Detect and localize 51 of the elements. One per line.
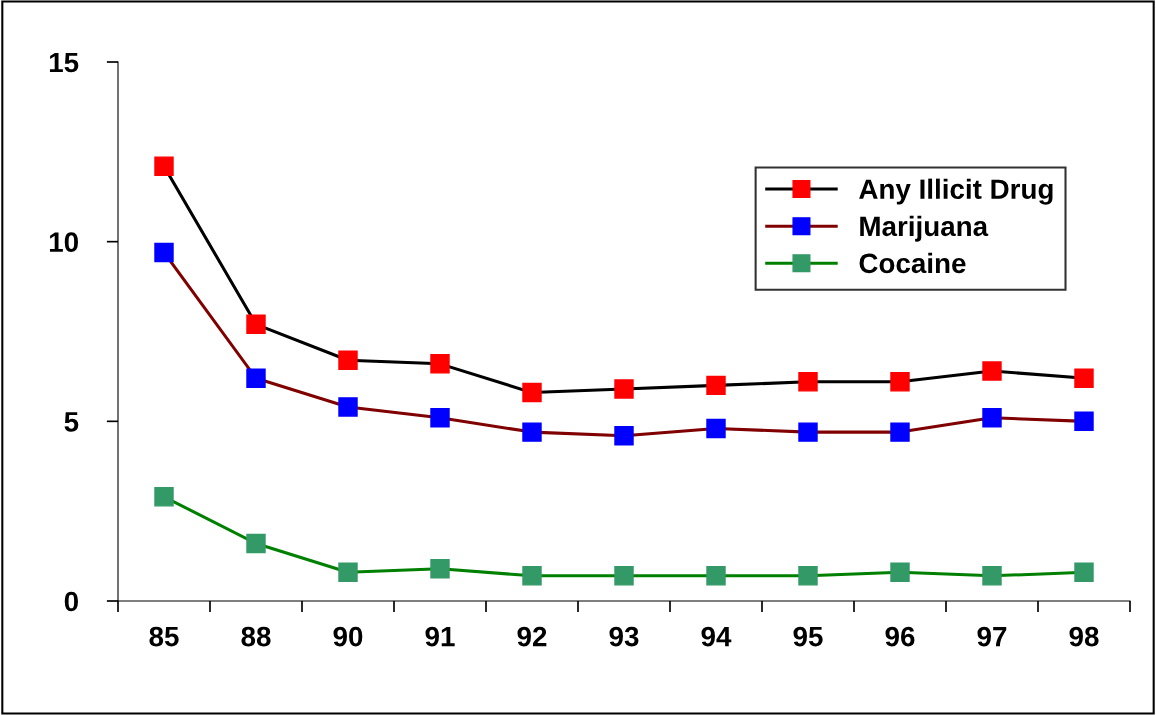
- point: [522, 422, 542, 442]
- y-tick-label: 0: [64, 591, 78, 612]
- point: [614, 379, 634, 399]
- point: [338, 562, 358, 582]
- point: [246, 314, 266, 335]
- x-tick-label: 97: [977, 626, 1007, 647]
- point: [890, 422, 910, 442]
- point: [614, 425, 634, 446]
- point: [338, 350, 358, 370]
- x-tick-label: 90: [333, 626, 363, 647]
- x-tick-label: 88: [241, 626, 271, 647]
- point: [154, 156, 174, 176]
- point: [706, 375, 726, 396]
- y-tick-label: 5: [64, 412, 79, 432]
- point: [982, 408, 1002, 428]
- point: [522, 382, 542, 403]
- point: [522, 566, 542, 586]
- legend-label: Any Illicit Drug: [859, 178, 1053, 205]
- point: [246, 368, 266, 388]
- point: [338, 397, 358, 417]
- y-tick-label: 15: [49, 52, 79, 73]
- point: [1074, 562, 1094, 582]
- x-tick-label: 92: [517, 626, 547, 647]
- x-tick-label: 93: [609, 626, 639, 647]
- point: [706, 418, 726, 439]
- x-tick-label: 91: [425, 626, 455, 647]
- x-tick-label: 98: [1069, 626, 1099, 647]
- point: [706, 566, 726, 586]
- y-tick-label: 10: [49, 232, 78, 253]
- point: [798, 422, 818, 442]
- point: [154, 242, 174, 263]
- point: [798, 566, 818, 586]
- point: [890, 562, 910, 582]
- point: [430, 354, 450, 374]
- x-tick-label: 95: [793, 626, 823, 647]
- point: [430, 408, 450, 428]
- point: [614, 566, 634, 586]
- point: [798, 372, 818, 392]
- legend-label: Marijuana: [860, 215, 989, 242]
- x-tick-label: 94: [701, 626, 732, 647]
- legend-label: Cocaine: [859, 252, 966, 274]
- x-tick-label: 85: [149, 626, 179, 647]
- point: [1074, 411, 1094, 432]
- point: [890, 372, 910, 392]
- point: [246, 533, 266, 554]
- point: [154, 487, 174, 507]
- point: [1074, 368, 1094, 388]
- point: [430, 558, 450, 579]
- point: [982, 566, 1002, 586]
- x-tick-label: 96: [885, 626, 915, 647]
- point: [982, 361, 1002, 381]
